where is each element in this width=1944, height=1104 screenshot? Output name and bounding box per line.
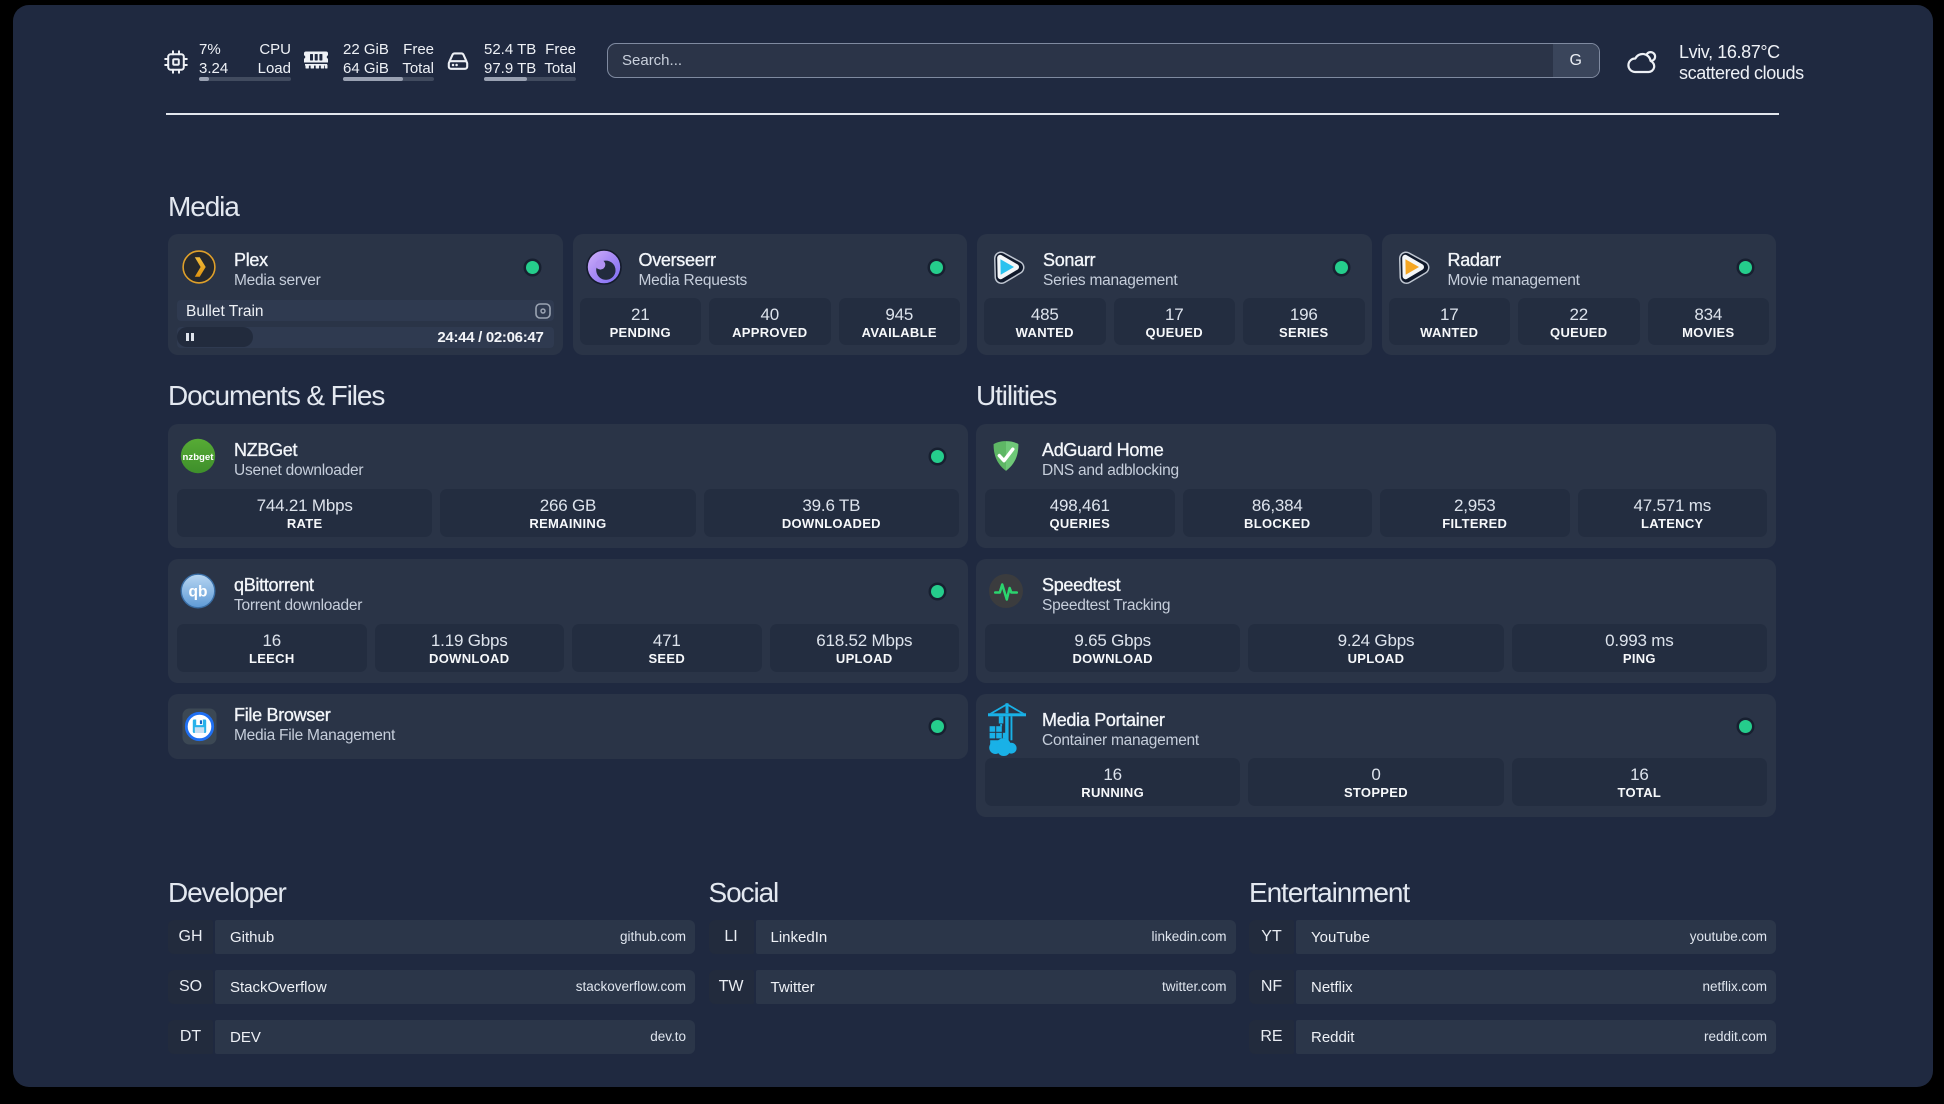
svg-text:nzbget: nzbget xyxy=(183,452,215,463)
svg-text:qb: qb xyxy=(189,584,208,601)
